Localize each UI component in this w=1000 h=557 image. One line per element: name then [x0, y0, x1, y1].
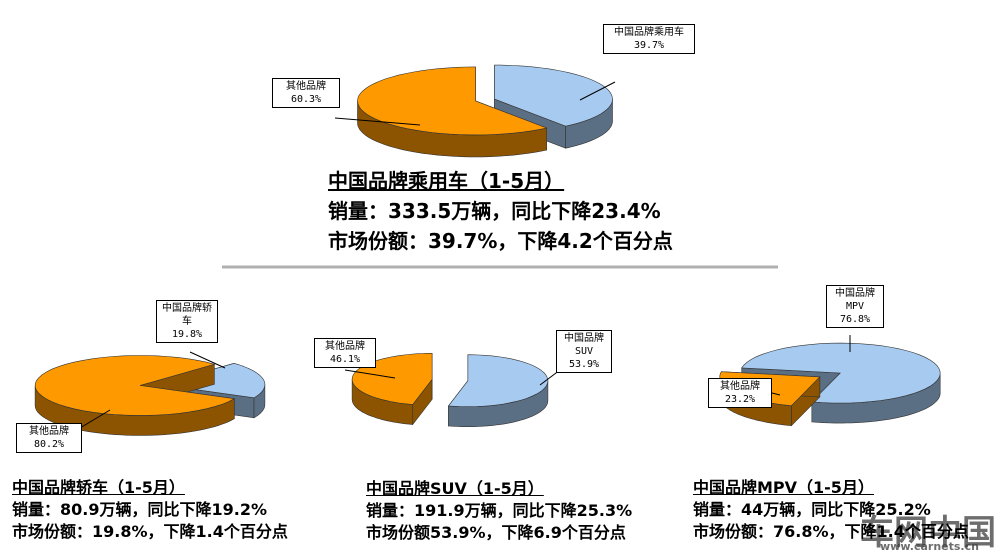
pie-slice — [357, 66, 548, 136]
slice-category: 中国品牌MPV — [835, 288, 875, 312]
slice-category: 中国品牌乘用车 — [614, 27, 684, 38]
chart-caption: 中国品牌乘用车（1-5月） 销量：333.5万辆，同比下降23.4% 市场份额：39… — [328, 166, 673, 256]
data-label: 中国品牌轿车 19.8% — [156, 300, 218, 343]
data-label: 其他品牌 80.2% — [16, 423, 82, 453]
annotation: 市场份额：19.8%，下降1.4个百分点 — [12, 522, 288, 541]
watermark: 车网中国 — [860, 513, 996, 553]
data-label: 其他品牌 46.1% — [314, 338, 376, 368]
leader-line — [79, 409, 111, 429]
data-label: 其他品牌 60.3% — [272, 78, 340, 108]
slice-category: 其他品牌 — [325, 341, 365, 352]
slice-category: 其他品牌 — [29, 426, 69, 437]
leader-line — [344, 369, 396, 379]
annotation: 市场份额：76.8%，下降1.4个百分点 — [693, 522, 969, 541]
slice-value: 23.2% — [724, 394, 756, 405]
watermark-url: www.carnets.cn — [880, 540, 979, 553]
slice-value: 19.8% — [171, 329, 203, 340]
chart-caption: 中国品牌轿车（1-5月） 销量：80.9万辆，同比下降19.2% 市场份额：19.8… — [12, 477, 288, 543]
data-label: 中国品牌SUV 53.9% — [556, 330, 612, 373]
slice-category: 其他品牌 — [720, 381, 760, 392]
chart-title: 中国品牌SUV（1-5月） — [366, 479, 544, 498]
annotation: 销量：191.9万辆，同比下降25.3% — [366, 501, 633, 520]
pie-slice — [494, 64, 613, 127]
leader-line — [334, 117, 421, 126]
chart-title: 中国品牌乘用车（1-5月） — [328, 169, 565, 193]
annotation: 市场份额53.9%，下降6.9个百分点 — [366, 523, 626, 542]
chart-caption: 中国品牌MPV（1-5月） 销量：44万辆，同比下降25.2% 市场份额：76.8%… — [693, 477, 969, 543]
data-label: 中国品牌乘用车 39.7% — [603, 24, 695, 54]
chart-caption: 中国品牌SUV（1-5月） 销量：191.9万辆，同比下降25.3% 市场份额53.… — [366, 478, 632, 544]
annotation: 销量：80.9万辆，同比下降19.2% — [12, 500, 267, 519]
annotation: 市场份额：39.7%，下降4.2个百分点 — [328, 229, 673, 253]
slice-value: 80.2% — [33, 439, 65, 450]
pie-slice — [741, 342, 941, 404]
leader-line — [189, 351, 226, 369]
slice-value: 60.3% — [290, 94, 322, 105]
chart-title: 中国品牌轿车（1-5月） — [12, 478, 185, 497]
pie-slice — [34, 355, 236, 416]
leader-line — [579, 81, 616, 101]
data-label: 其他品牌 23.2% — [708, 378, 772, 408]
slice-value: 76.8% — [839, 314, 871, 325]
slice-category: 中国品牌轿车 — [162, 303, 212, 327]
slice-category: 其他品牌 — [286, 81, 326, 92]
slice-value: 53.9% — [568, 359, 600, 370]
slice-category: 中国品牌SUV — [564, 333, 604, 357]
slice-value: 39.7% — [633, 40, 665, 51]
chart-title: 中国品牌MPV（1-5月） — [693, 478, 874, 497]
annotation: 销量：44万辆，同比下降25.2% — [693, 500, 931, 519]
slice-value: 46.1% — [329, 354, 361, 365]
annotation: 销量：333.5万辆，同比下降23.4% — [328, 199, 661, 223]
pie-slice — [447, 354, 549, 407]
data-label: 中国品牌MPV 76.8% — [826, 285, 884, 328]
